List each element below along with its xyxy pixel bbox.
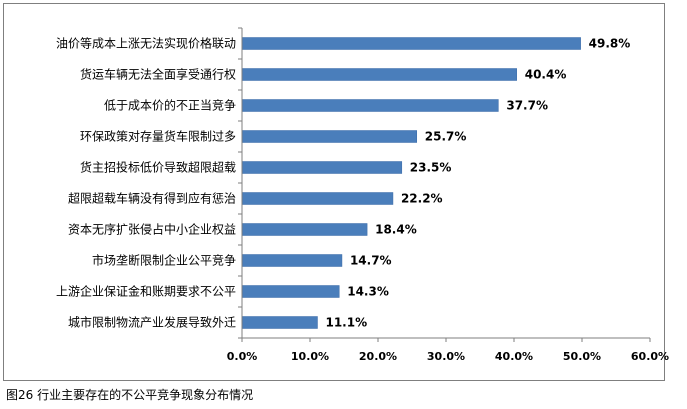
bar bbox=[241, 316, 318, 329]
bar bbox=[241, 192, 394, 205]
value-label: 25.7% bbox=[425, 130, 467, 144]
chart-frame bbox=[3, 3, 665, 381]
bar bbox=[241, 130, 418, 143]
x-tick-label: 40.0% bbox=[495, 350, 533, 363]
category-label: 低于成本价的不正当竞争 bbox=[104, 98, 236, 113]
category-label: 资本无序扩张侵占中小企业权益 bbox=[68, 222, 236, 237]
bars-layer bbox=[241, 37, 581, 329]
bar bbox=[241, 161, 403, 174]
x-tick-label: 50.0% bbox=[563, 350, 601, 363]
category-label: 货主招投标低价导致超限超载 bbox=[80, 160, 236, 175]
value-label: 49.8% bbox=[589, 37, 631, 51]
value-label: 18.4% bbox=[375, 223, 417, 237]
bar bbox=[241, 223, 368, 236]
labels-layer: 油价等成本上涨无法实现价格联动 49.8% 货运车辆无法全面享受通行权 40.4% 低于… bbox=[56, 36, 669, 364]
value-label: 23.5% bbox=[410, 161, 452, 175]
x-tick-label: 0.0% bbox=[227, 350, 258, 363]
value-label: 22.2% bbox=[401, 192, 443, 206]
category-label: 市场垄断限制企业公平竞争 bbox=[92, 253, 236, 268]
category-label: 环保政策对存量货车限制过多 bbox=[80, 129, 236, 144]
value-label: 14.3% bbox=[347, 285, 389, 299]
x-tick-label: 20.0% bbox=[359, 350, 397, 363]
bar bbox=[241, 254, 343, 267]
category-label: 上游企业保证金和账期要求不公平 bbox=[56, 284, 236, 299]
axis-layer bbox=[238, 27, 651, 342]
x-tick-label: 30.0% bbox=[427, 350, 465, 363]
category-label: 油价等成本上涨无法实现价格联动 bbox=[56, 36, 236, 51]
bar bbox=[241, 99, 499, 112]
value-label: 11.1% bbox=[325, 316, 367, 330]
bar bbox=[241, 285, 340, 298]
bar bbox=[241, 37, 581, 50]
x-tick-label: 10.0% bbox=[291, 350, 329, 363]
category-label: 货运车辆无法全面享受通行权 bbox=[80, 67, 236, 82]
value-label: 14.7% bbox=[350, 254, 392, 268]
category-label: 城市限制物流产业发展导致外迁 bbox=[68, 315, 236, 330]
value-label: 37.7% bbox=[506, 99, 548, 113]
bar bbox=[241, 68, 517, 81]
value-label: 40.4% bbox=[525, 68, 567, 82]
x-tick-label: 60.0% bbox=[631, 350, 669, 363]
category-label: 超限超载车辆没有得到应有惩治 bbox=[68, 191, 236, 206]
figure-caption: 图26 行业主要存在的不公平竞争现象分布情况 bbox=[6, 388, 254, 402]
